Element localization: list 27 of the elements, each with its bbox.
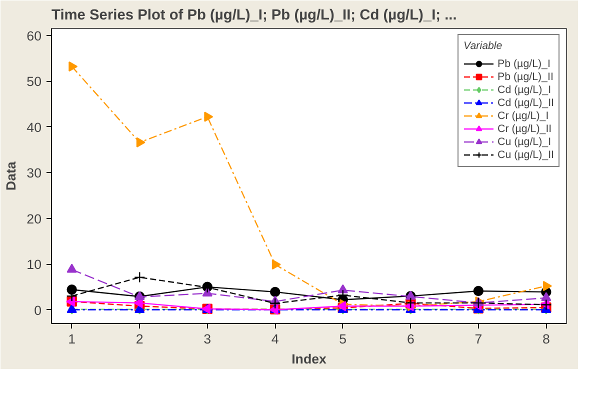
legend-label: Cr (µg/L)_I — [498, 109, 549, 122]
legend-label: Cr (µg/L)_II — [498, 122, 552, 135]
y-axis-title: Data — [4, 160, 19, 190]
chart-title: Time Series Plot of Pb (µg/L)_I; Pb (µg/L)_II; Cd (µg/L)_I; ... — [52, 8, 457, 24]
y-tick-label: 10 — [26, 257, 42, 272]
legend-label: Cd (µg/L)_II — [498, 96, 554, 109]
y-tick-label: 0 — [34, 302, 42, 318]
x-tick-label: 2 — [136, 332, 144, 346]
y-tick-label: 60 — [26, 28, 42, 44]
legend-label: Cu (µg/L)_I — [498, 135, 552, 148]
x-tick-label: 4 — [271, 332, 280, 346]
legend-label: Pb (µg/L)_I — [498, 57, 550, 70]
x-tick-label: 5 — [339, 332, 347, 346]
x-axis-title: Index — [292, 352, 327, 366]
legend-label: Cu (µg/L)_II — [498, 148, 554, 161]
legend-title: Variable — [464, 40, 504, 52]
y-tick-label: 50 — [26, 74, 42, 90]
legend-label: Cd (µg/L)_I — [498, 83, 552, 96]
y-tick-label: 30 — [26, 166, 42, 181]
y-tick-label: 40 — [26, 120, 42, 135]
x-tick-label: 7 — [474, 332, 482, 346]
x-tick-label: 3 — [204, 332, 212, 346]
legend-label: Pb (µg/L)_II — [498, 70, 554, 83]
x-tick-label: 6 — [406, 332, 414, 346]
y-tick-label: 20 — [26, 211, 42, 226]
x-tick-label: 8 — [542, 332, 550, 346]
x-tick-label: 1 — [68, 332, 76, 346]
